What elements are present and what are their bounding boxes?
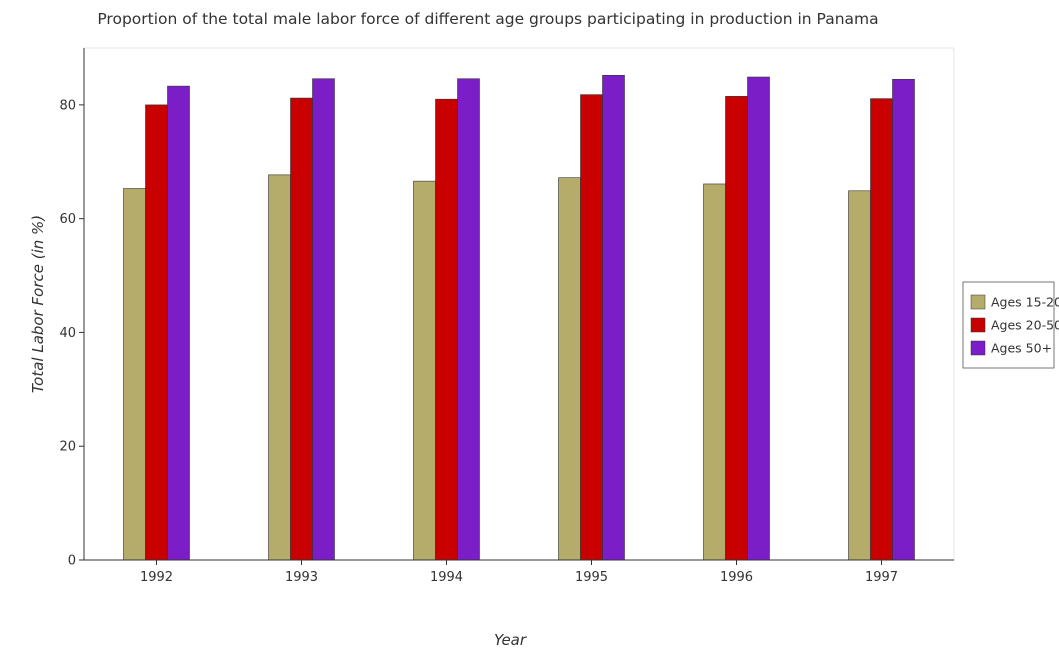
x-tick-label: 1997: [865, 570, 898, 585]
y-axis: 0 20 40 60 80: [59, 48, 85, 569]
x-tick-label: 1996: [720, 570, 753, 585]
bar-ages-15-20-1996: [703, 183, 726, 561]
bar-ages-50--1994: [457, 78, 480, 561]
x-tick-label: 1995: [575, 570, 608, 585]
y-tick-label: 40: [59, 326, 76, 341]
bar-ages-15-20-1992: [123, 188, 146, 561]
bar-ages-20-50-1993: [290, 97, 313, 561]
legend-swatch: [970, 317, 986, 333]
bar-ages-50--1992: [167, 85, 190, 561]
bar-ages-15-20-1995: [558, 177, 581, 561]
x-axis-title: Year: [494, 631, 527, 649]
y-tick-label: 20: [59, 440, 76, 455]
y-axis-title: Total Labor Force (in %): [29, 215, 47, 393]
bar-ages-20-50-1992: [145, 104, 168, 561]
legend-swatch: [970, 294, 986, 310]
x-tick-label: 1992: [140, 570, 173, 585]
bars-group: [123, 75, 915, 561]
legend: Ages 15-20 Ages 20-50 Ages 50+: [962, 281, 1059, 369]
bar-ages-20-50-1997: [870, 98, 893, 561]
legend-swatch: [970, 340, 986, 356]
bar-ages-50--1996: [747, 76, 770, 561]
legend-label: Ages 50+: [991, 341, 1052, 356]
bar-ages-15-20-1997: [848, 190, 871, 561]
legend-label: Ages 20-50: [991, 318, 1059, 333]
chart-title: Proportion of the total male labor force…: [97, 10, 878, 28]
y-tick-label: 80: [59, 98, 76, 113]
bar-ages-15-20-1994: [413, 180, 436, 561]
y-tick-label: 60: [59, 212, 76, 227]
plot-area: [83, 47, 955, 561]
x-tick-label: 1993: [285, 570, 318, 585]
bar-ages-50--1997: [892, 78, 915, 561]
legend-label: Ages 15-20: [991, 295, 1059, 310]
x-axis: 1992 1993 1994 1995 1996 1997: [84, 559, 954, 585]
bar-ages-20-50-1994: [435, 98, 458, 561]
y-tick-label: 0: [68, 554, 76, 569]
bar-ages-20-50-1996: [725, 96, 748, 561]
bar-ages-20-50-1995: [580, 94, 603, 561]
bar-ages-50--1993: [312, 78, 335, 561]
bar-ages-50--1995: [602, 75, 625, 561]
x-tick-label: 1994: [430, 570, 463, 585]
bar-ages-15-20-1993: [268, 174, 291, 561]
